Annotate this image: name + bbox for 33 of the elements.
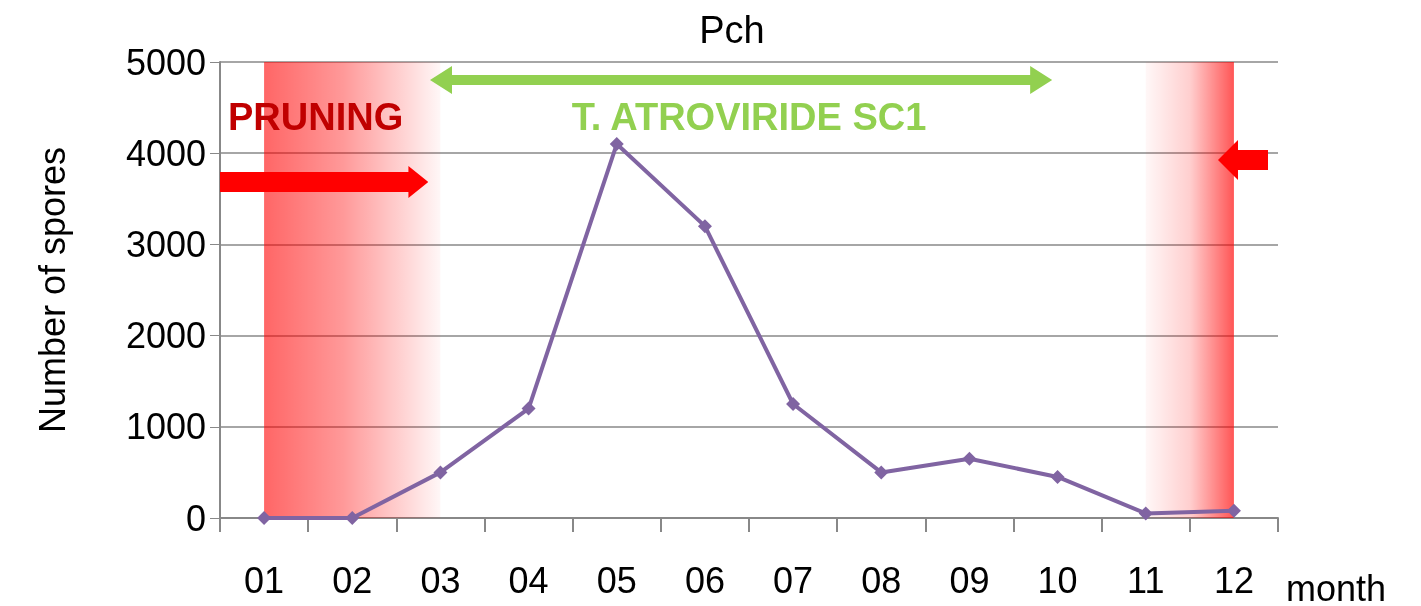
x-tick-label: 03 [420, 559, 461, 601]
x-tick-label: 11 [1127, 559, 1165, 601]
point [345, 511, 360, 525]
y-tick-label: 2000 [125, 315, 206, 357]
point [1226, 503, 1241, 518]
point [521, 401, 536, 416]
x-tick-label: 09 [949, 559, 990, 601]
y-tick-label: 0 [185, 497, 206, 539]
point [697, 219, 712, 234]
point [962, 451, 977, 466]
x-tick-label: 01 [244, 559, 285, 601]
x-tick-label: 06 [684, 559, 725, 601]
y-tick-label: 5000 [125, 41, 206, 83]
chart-title: Pch [699, 9, 765, 51]
x-tick-label: 07 [773, 559, 814, 601]
annotation: T. ATROVIRIDE SC1 [571, 96, 927, 139]
point [786, 397, 801, 411]
y-tick-label: 4000 [125, 132, 206, 174]
point [433, 465, 448, 480]
point [609, 137, 624, 152]
point [1050, 469, 1065, 484]
x-tick-label: 08 [861, 559, 902, 601]
x-tick-label: 10 [1037, 559, 1078, 601]
y-tick-label: 3000 [125, 223, 206, 265]
y-tick-label: 1000 [125, 406, 206, 448]
point [874, 465, 889, 480]
x-tick-label: 05 [596, 559, 637, 601]
x-axis-title: month [1286, 567, 1387, 606]
x-tick-label: 02 [332, 559, 373, 601]
point [1138, 506, 1153, 521]
y-axis-title: Number of spores [31, 146, 73, 434]
x-tick-label: 12 [1213, 559, 1254, 601]
x-tick-label: 04 [508, 559, 549, 601]
